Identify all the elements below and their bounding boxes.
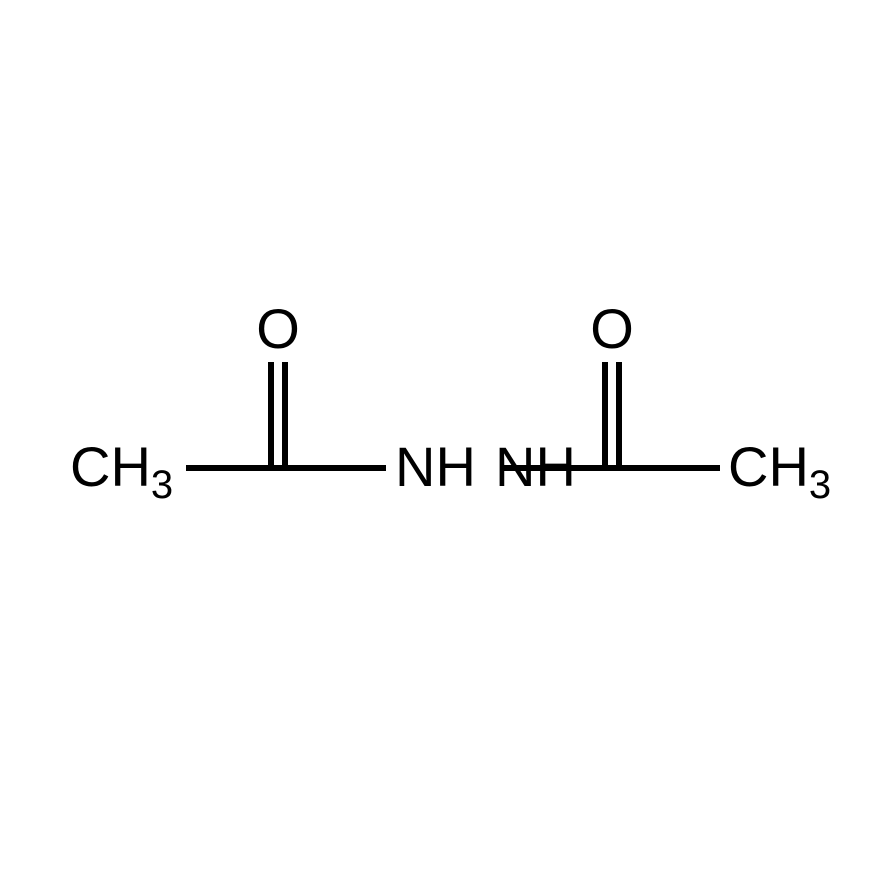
oxygen-right: O <box>590 297 634 360</box>
methyl-left: CH3 <box>70 435 173 507</box>
molecule-diagram: CH3 NH NH CH3 O O <box>0 0 890 890</box>
nh-right: NH <box>495 435 576 498</box>
oxygen-left: O <box>256 297 300 360</box>
atom-labels-group: CH3 NH NH CH3 O O <box>70 297 831 507</box>
methyl-right: CH3 <box>728 435 831 507</box>
nh-left: NH <box>395 435 476 498</box>
